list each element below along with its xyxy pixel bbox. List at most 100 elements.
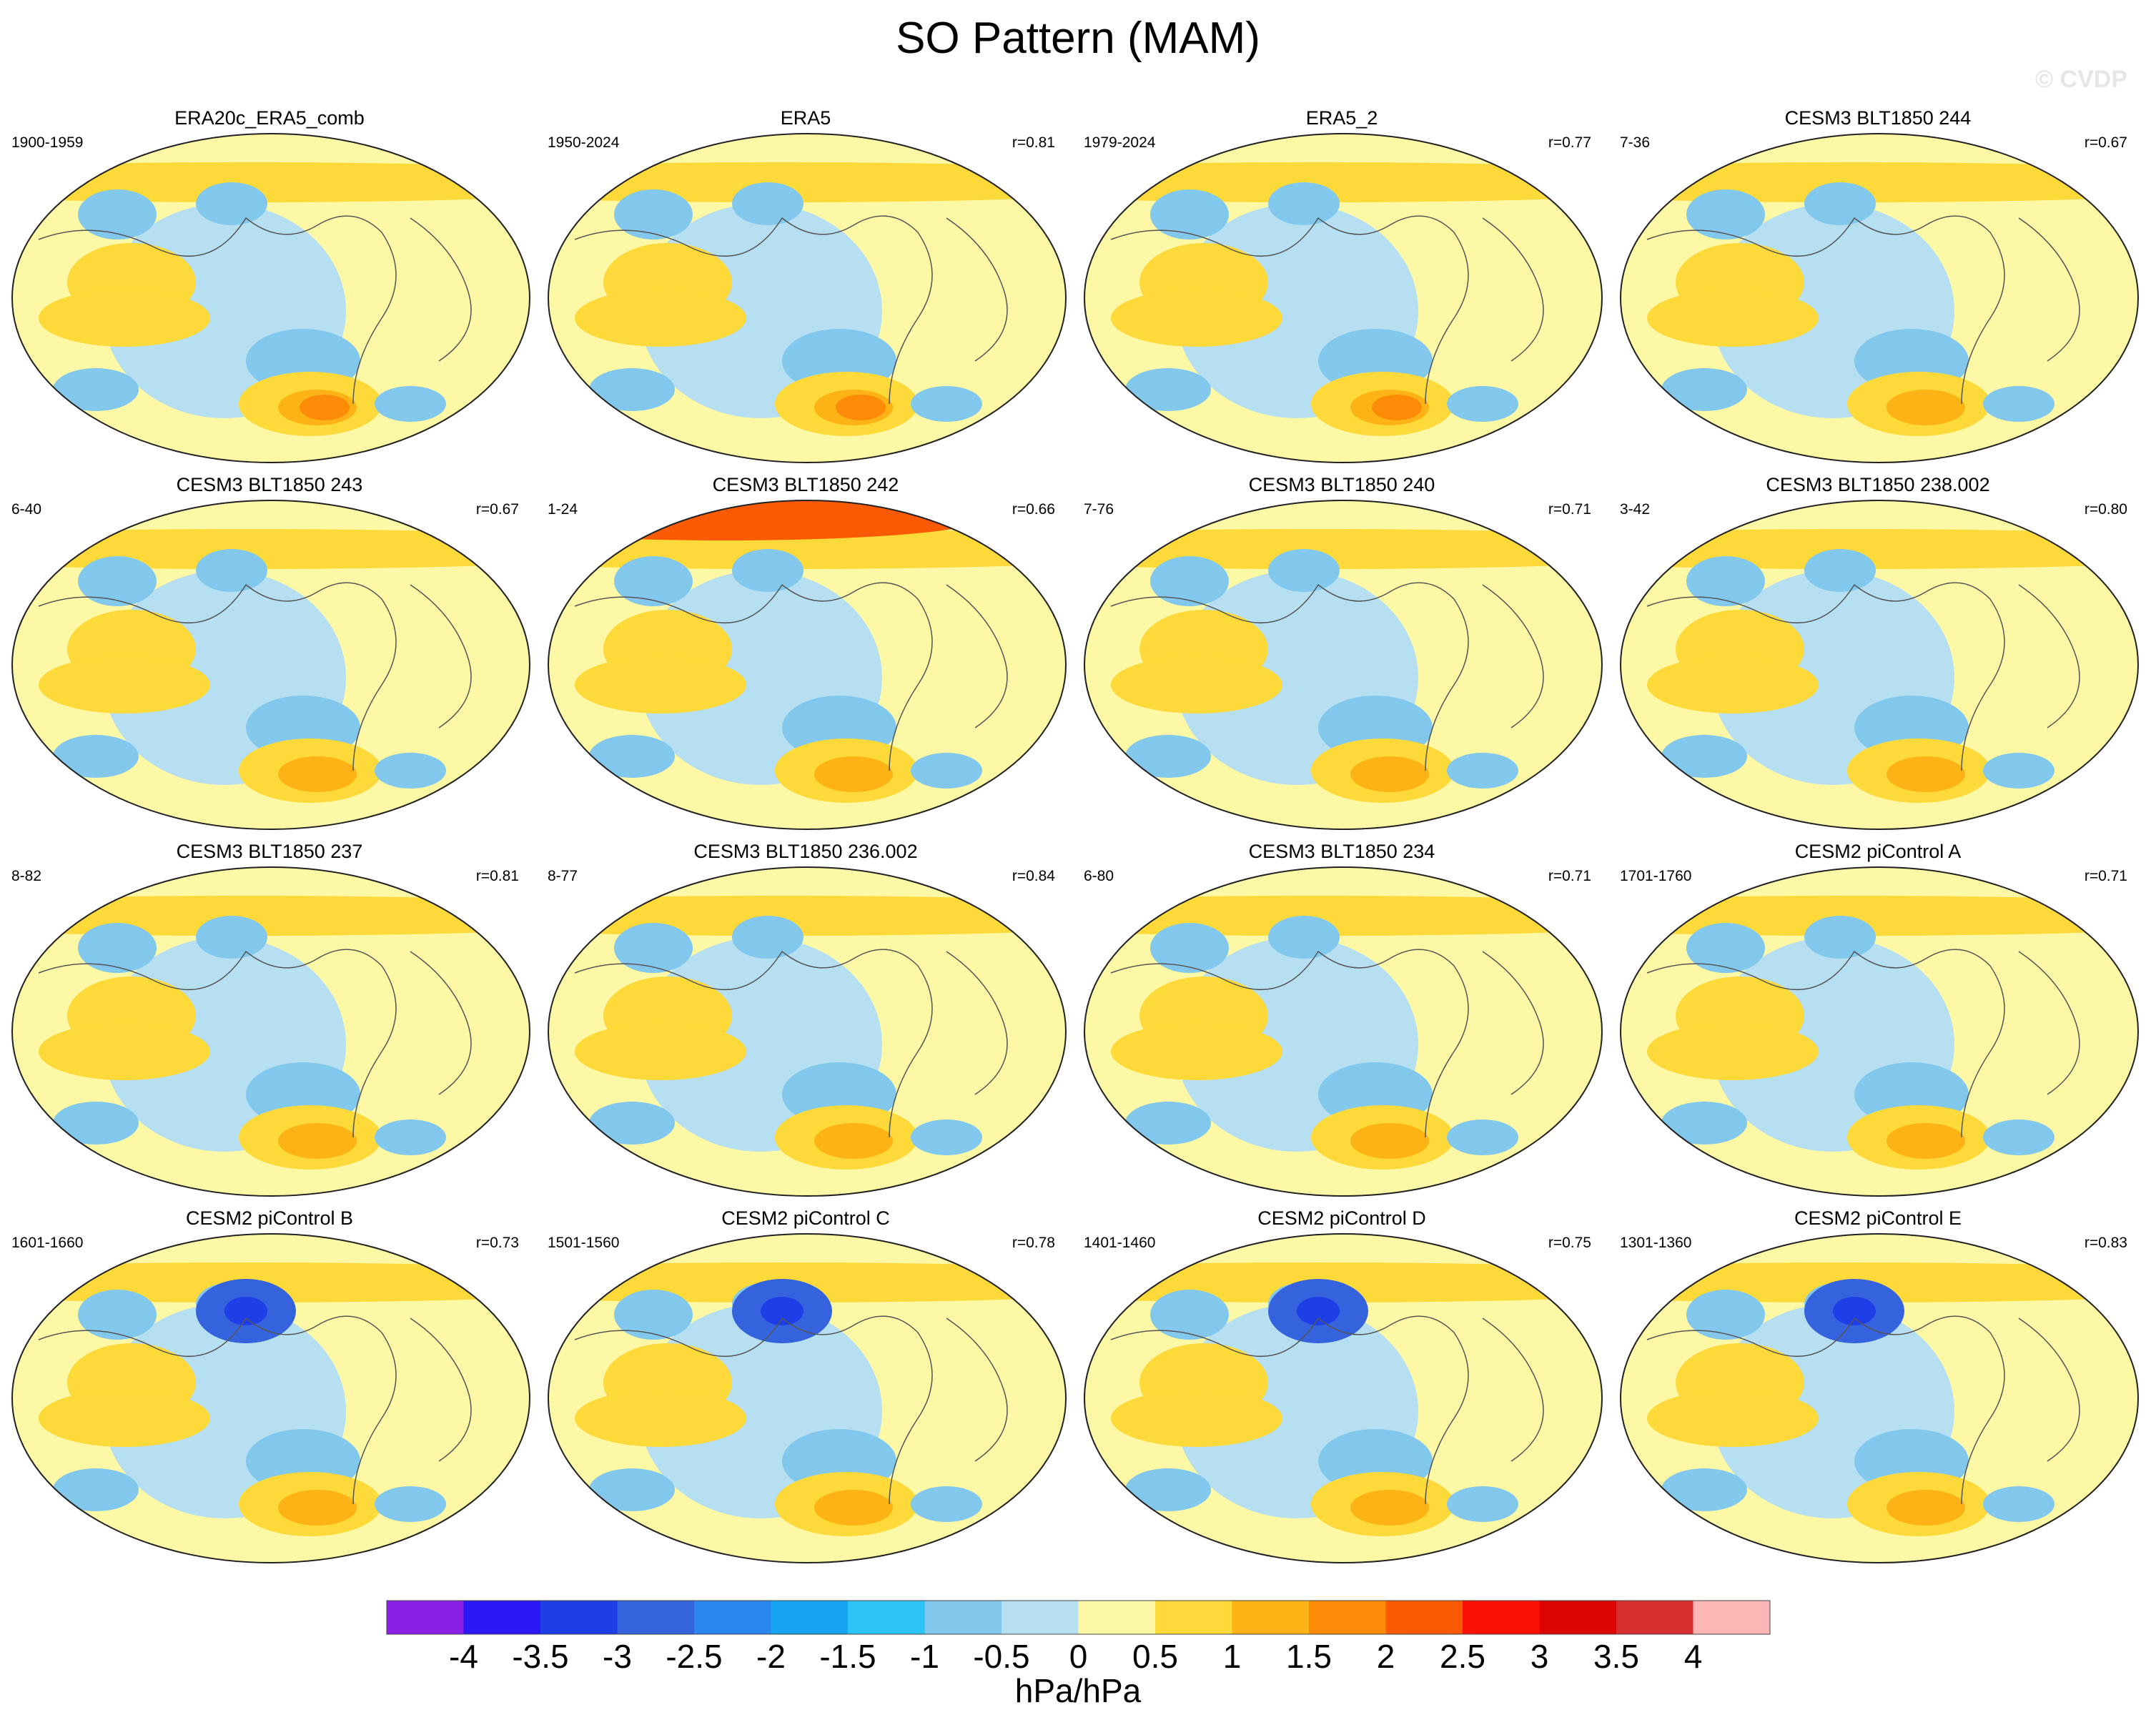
coastline bbox=[1110, 1315, 1544, 1505]
anomaly-region bbox=[814, 1123, 893, 1159]
panel-correlation: r=0.66 bbox=[1012, 501, 1055, 518]
map-panel: CESM2 piControl A 1701-1760 r=0.71 bbox=[1608, 735, 2147, 1197]
anomaly-region bbox=[389, 1304, 489, 1447]
colorbar-swatch bbox=[1539, 1601, 1617, 1634]
panel-correlation: r=0.67 bbox=[475, 501, 519, 518]
pressure-map bbox=[548, 866, 1067, 1197]
anomaly-region bbox=[925, 204, 1025, 347]
colorbar-tick-label: 0 bbox=[1069, 1638, 1088, 1675]
coastline bbox=[574, 215, 1008, 405]
pressure-map bbox=[11, 133, 530, 463]
anomaly-region bbox=[614, 189, 693, 239]
panel-period: 1301-1360 bbox=[1620, 1235, 1692, 1251]
coastline bbox=[1646, 215, 2080, 405]
anomaly-region bbox=[78, 556, 157, 606]
map-panel: CESM3 BLT1850 238.002 3-42 r=0.80 bbox=[1608, 368, 2147, 830]
anomaly-region bbox=[1833, 1297, 1876, 1325]
anomaly-region bbox=[732, 182, 803, 225]
anomaly-region bbox=[1447, 1486, 1518, 1522]
coastline bbox=[574, 582, 1008, 771]
anomaly-region bbox=[575, 656, 746, 713]
anomaly-region bbox=[1997, 937, 2097, 1080]
colorbar-swatch bbox=[771, 1601, 849, 1634]
panel-correlation: r=0.75 bbox=[1548, 1235, 1591, 1251]
colorbar-swatch bbox=[1078, 1601, 1156, 1634]
anomaly-region bbox=[1661, 735, 1747, 778]
anomaly-region bbox=[1125, 1468, 1211, 1511]
coastline bbox=[1110, 949, 1544, 1138]
panel-title: CESM2 piControl A bbox=[1794, 841, 1962, 862]
colorbar-tick-label: -3 bbox=[603, 1638, 632, 1675]
anomaly-region bbox=[78, 923, 157, 973]
colorbar-swatch bbox=[463, 1601, 541, 1634]
map-outline bbox=[11, 133, 530, 463]
panel-period: 7-76 bbox=[1084, 501, 1114, 518]
anomaly-region bbox=[1150, 1290, 1229, 1340]
anomaly-region bbox=[1886, 1123, 1965, 1159]
colorbar-swatch bbox=[1463, 1601, 1540, 1634]
map-outline bbox=[1620, 1233, 2139, 1563]
anomaly-region bbox=[1268, 182, 1340, 225]
map-outline bbox=[1620, 866, 2139, 1197]
map-panel: CESM2 piControl B 1601-1660 r=0.73 bbox=[0, 1102, 539, 1563]
colorbar-tick-label: -4 bbox=[449, 1638, 478, 1675]
panel-correlation: r=0.73 bbox=[475, 1235, 519, 1251]
colorbar-tick-label: -2.5 bbox=[666, 1638, 723, 1675]
panel-period: 1979-2024 bbox=[1084, 134, 1156, 151]
map-panel: CESM2 piControl D 1401-1460 r=0.75 bbox=[1072, 1102, 1611, 1563]
anomaly-region bbox=[1997, 204, 2097, 347]
anomaly-region bbox=[389, 937, 489, 1080]
panel-correlation: r=0.81 bbox=[475, 868, 519, 884]
anomaly-region bbox=[1661, 368, 1747, 411]
map-panel: CESM2 piControl E 1301-1360 r=0.83 bbox=[1608, 1102, 2147, 1563]
panel-correlation: r=0.84 bbox=[1012, 868, 1055, 884]
panel-title: ERA20c_ERA5_comb bbox=[174, 107, 365, 129]
anomaly-region bbox=[300, 395, 350, 420]
anomaly-region bbox=[1111, 656, 1282, 713]
pressure-map bbox=[1620, 133, 2139, 463]
pressure-map bbox=[548, 500, 1067, 830]
map-outline bbox=[548, 133, 1067, 463]
colorbar-tick-label: -1 bbox=[910, 1638, 939, 1675]
anomaly-region bbox=[836, 395, 886, 420]
anomaly-region bbox=[1150, 189, 1229, 239]
anomaly-region bbox=[278, 1123, 357, 1159]
colorbar-tick-label: 2.5 bbox=[1440, 1638, 1485, 1675]
anomaly-region bbox=[614, 1290, 693, 1340]
figure-title: SO Pattern (MAM) bbox=[896, 14, 1260, 63]
anomaly-region bbox=[224, 1297, 267, 1325]
anomaly-region bbox=[1647, 1390, 1819, 1447]
colorbar-units: hPa/hPa bbox=[1014, 1672, 1142, 1709]
colorbar-tick-label: 4 bbox=[1683, 1638, 1703, 1675]
pressure-map bbox=[11, 1233, 530, 1563]
anomaly-region bbox=[278, 756, 357, 792]
anomaly-region bbox=[375, 753, 446, 789]
anomaly-region bbox=[1983, 1486, 2054, 1522]
anomaly-region bbox=[925, 1304, 1025, 1447]
anomaly-region bbox=[1111, 1023, 1282, 1080]
anomaly-region bbox=[1983, 753, 2054, 789]
panel-period: 7-36 bbox=[1620, 134, 1651, 151]
panel-period: 1900-1959 bbox=[11, 134, 84, 151]
anomaly-region bbox=[732, 549, 803, 592]
anomaly-region bbox=[1686, 189, 1765, 239]
coastline bbox=[574, 949, 1008, 1138]
coastline bbox=[1646, 582, 2080, 771]
anomaly-region bbox=[278, 1490, 357, 1526]
anomaly-region bbox=[39, 656, 210, 713]
map-outline bbox=[548, 1233, 1067, 1563]
anomaly-region bbox=[53, 368, 139, 411]
colorbar-swatch bbox=[540, 1601, 618, 1634]
colorbar-swatch bbox=[1385, 1601, 1463, 1634]
panel-period: 1-24 bbox=[548, 501, 578, 518]
anomaly-region bbox=[78, 1290, 157, 1340]
colorbar-swatch bbox=[1309, 1601, 1386, 1634]
colorbar-tick-label: -0.5 bbox=[973, 1638, 1030, 1675]
anomaly-region bbox=[1461, 204, 1561, 347]
anomaly-region bbox=[1125, 735, 1211, 778]
anomaly-region bbox=[1804, 182, 1876, 225]
anomaly-region bbox=[1461, 570, 1561, 713]
coastline bbox=[574, 1315, 1008, 1505]
anomaly-region bbox=[1150, 556, 1229, 606]
anomaly-region bbox=[814, 1490, 893, 1526]
